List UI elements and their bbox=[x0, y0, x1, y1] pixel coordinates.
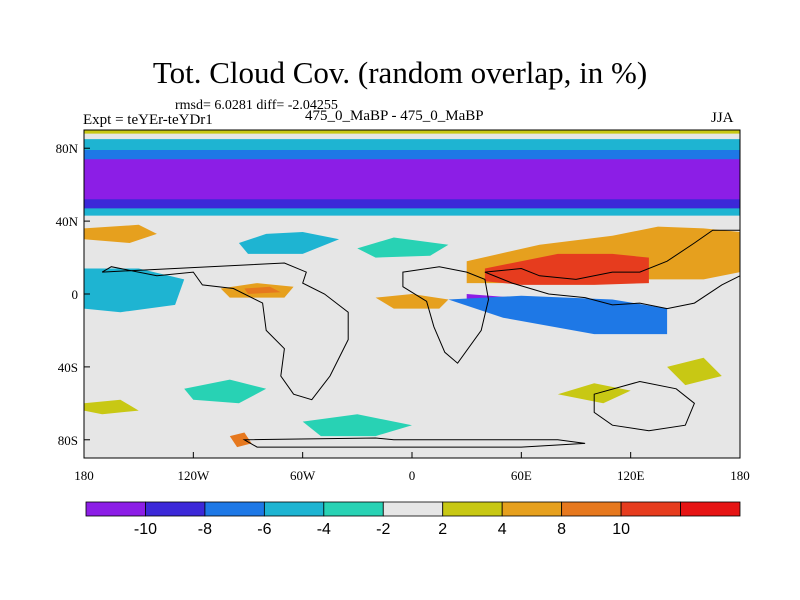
region-subarctic-blue-band bbox=[84, 150, 740, 161]
colorbar-swatch bbox=[442, 501, 503, 517]
colorbar-swatch bbox=[323, 501, 384, 517]
colorbar-swatch bbox=[263, 501, 325, 517]
region-antarctic-cyan bbox=[302, 414, 412, 437]
continent-africa bbox=[402, 266, 490, 364]
x-tick-label: 0 bbox=[409, 468, 416, 483]
colorbar-label: -4 bbox=[317, 521, 331, 538]
region-arctic-negative-band bbox=[84, 159, 740, 203]
y-tick-label: 40S bbox=[58, 360, 78, 375]
chart-title: Tot. Cloud Cov. (random overlap, in %) bbox=[152, 55, 648, 90]
region-midlat-cyan-band bbox=[84, 208, 740, 216]
colorbar-swatch bbox=[85, 501, 146, 517]
y-axis: 80N 40N 0 40S 80S bbox=[56, 141, 90, 448]
colorbar-swatch bbox=[501, 501, 563, 517]
colorbar-label: 2 bbox=[438, 521, 447, 538]
region-southern-ocean-yellow bbox=[84, 399, 139, 415]
continent-asia bbox=[484, 229, 740, 310]
colorbar-label: -2 bbox=[376, 521, 390, 538]
colorbar-swatch bbox=[145, 501, 206, 517]
region-equatorial-atlantic-red bbox=[244, 286, 281, 294]
y-tick-label: 0 bbox=[72, 287, 79, 302]
continent-australia bbox=[593, 380, 696, 432]
colorbar-label: 4 bbox=[498, 521, 507, 538]
region-south-indian-yellow bbox=[557, 383, 631, 404]
colorbar-label: -10 bbox=[134, 521, 157, 538]
region-southern-orange-spot bbox=[229, 432, 252, 448]
colorbar-label: -6 bbox=[257, 521, 271, 538]
x-tick-label: 120W bbox=[177, 468, 210, 483]
x-tick-label: 60W bbox=[290, 468, 316, 483]
region-tropical-pacific-cyan-west bbox=[84, 268, 185, 313]
center-label: 475_0_MaBP - 475_0_MaBP bbox=[305, 108, 484, 124]
x-tick-label: 120E bbox=[617, 468, 645, 483]
colorbar: -10 -8 -6 -4 -2 2 4 8 10 bbox=[85, 501, 741, 538]
colorbar-label: -8 bbox=[198, 521, 212, 538]
colorbar-swatch bbox=[620, 501, 681, 517]
season-label: JJA bbox=[711, 110, 734, 126]
region-eastern-atlantic-cyan bbox=[357, 237, 449, 258]
contour-regions bbox=[84, 130, 740, 448]
continent-antarctica bbox=[242, 437, 586, 448]
x-tick-label: 180 bbox=[730, 468, 750, 483]
y-tick-label: 40N bbox=[56, 214, 79, 229]
experiment-label: Expt = teYEr-teYDr1 bbox=[83, 112, 213, 128]
colorbar-swatch bbox=[680, 501, 741, 517]
x-axis: 180 120W 60W 0 60E 120E 180 bbox=[74, 452, 750, 483]
x-tick-label: 60E bbox=[511, 468, 532, 483]
region-north-pacific-positive bbox=[84, 224, 157, 243]
region-midlat-blue-band bbox=[84, 199, 740, 211]
region-north-indian-core bbox=[484, 253, 649, 285]
stats-text: rmsd= 6.0281 diff= -2.04255 bbox=[175, 98, 338, 113]
colorbar-swatch bbox=[561, 501, 622, 517]
x-tick-label: 180 bbox=[74, 468, 94, 483]
continent-outlines bbox=[101, 229, 740, 448]
region-north-polar-cap-positive bbox=[84, 130, 740, 134]
region-subarctic-cyan-band bbox=[84, 139, 740, 152]
region-south-pacific-cyan bbox=[184, 379, 267, 404]
region-australia-yellow bbox=[667, 357, 722, 386]
region-north-atlantic-cyan bbox=[238, 232, 340, 254]
colorbar-swatch bbox=[204, 501, 265, 517]
region-tropical-africa-orange bbox=[375, 294, 449, 309]
colorbar-label: 10 bbox=[612, 521, 630, 538]
y-tick-label: 80N bbox=[56, 141, 79, 156]
colorbar-swatch bbox=[382, 501, 444, 517]
colorbar-label: 8 bbox=[557, 521, 566, 538]
continent-americas bbox=[101, 262, 349, 401]
y-tick-label: 80S bbox=[58, 433, 78, 448]
